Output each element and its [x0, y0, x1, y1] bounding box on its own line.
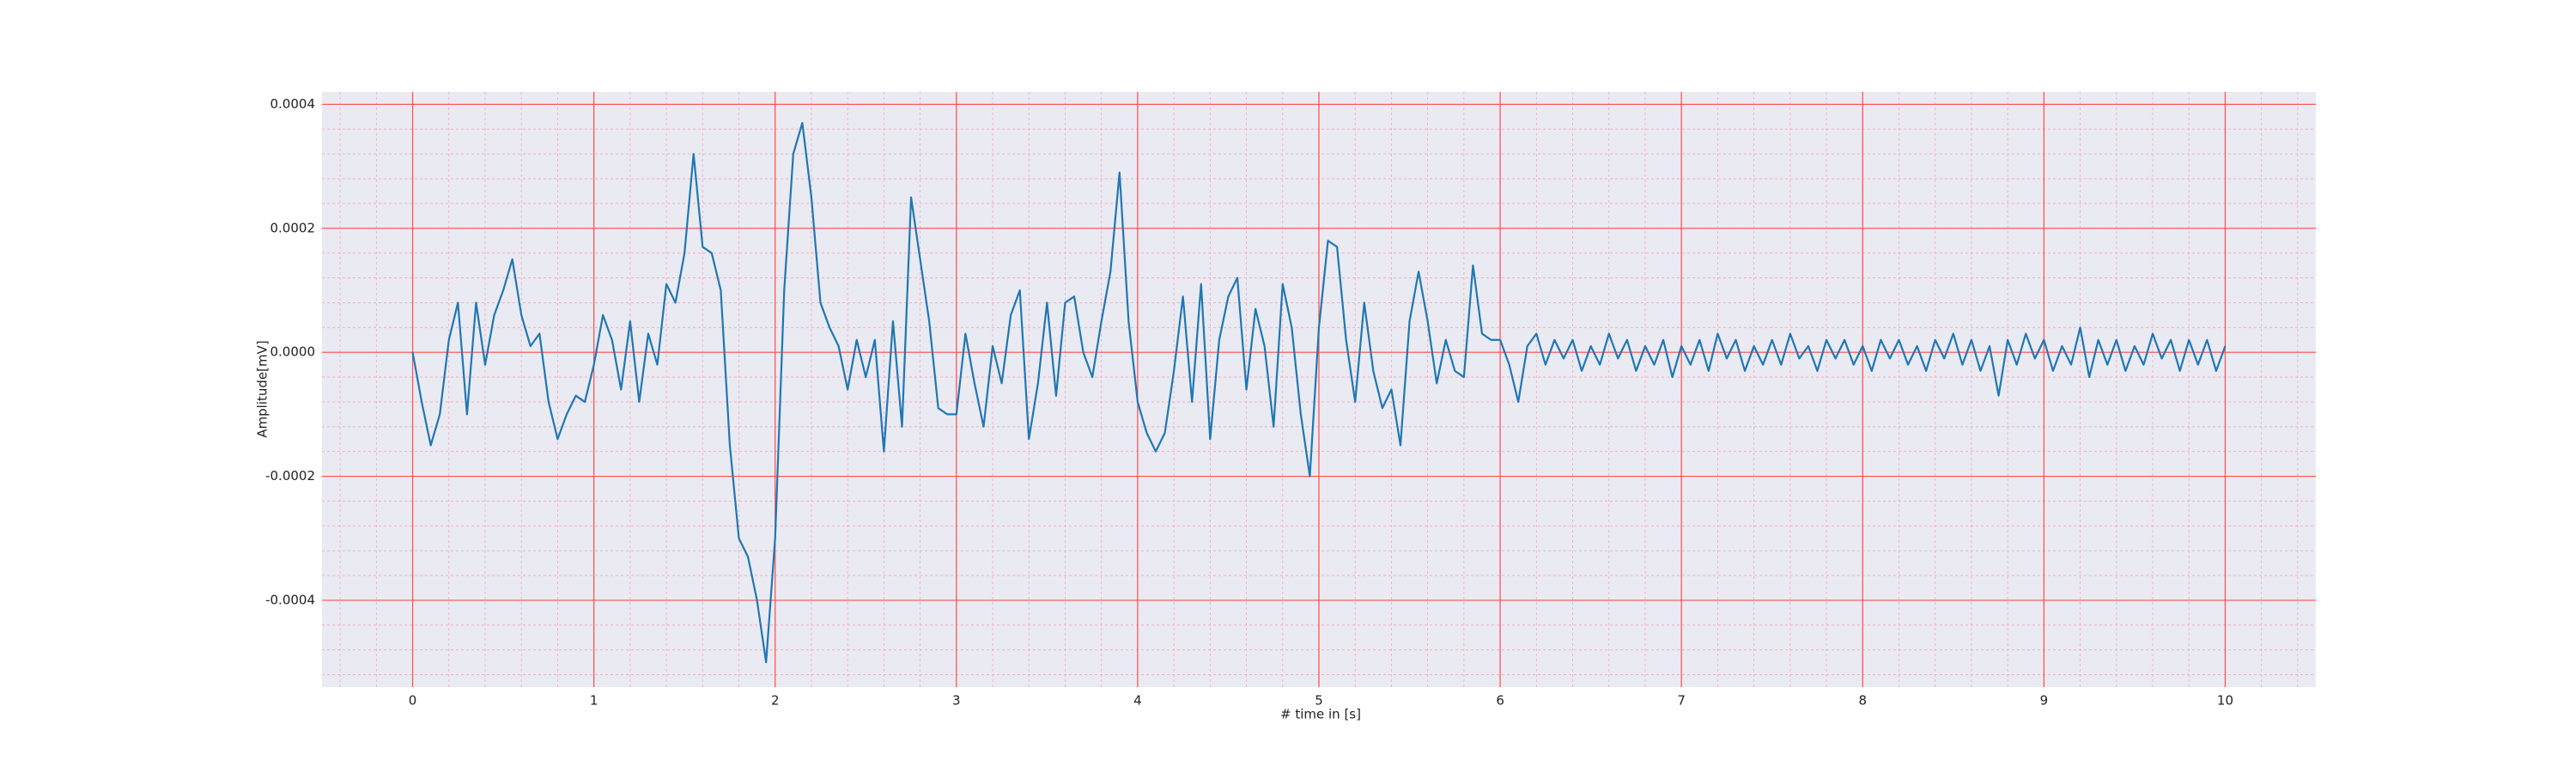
- x-tick-label: 4: [1133, 693, 1142, 709]
- y-tick-label: -0.0002: [265, 468, 315, 484]
- y-tick-label: 0.0000: [270, 344, 316, 360]
- x-tick-label: 0: [409, 693, 417, 709]
- x-tick-label: 10: [2217, 693, 2233, 709]
- signal-line: [411, 121, 2227, 664]
- x-tick-label: 6: [1496, 693, 1504, 709]
- y-tick-label: 0.0004: [270, 96, 316, 112]
- x-tick-label: 3: [952, 693, 961, 709]
- y-axis-label: Amplitude[mV]: [255, 340, 270, 437]
- x-axis-label: # time in [s]: [1280, 707, 1361, 722]
- x-tick-label: 1: [590, 693, 598, 709]
- x-tick-label: 8: [1858, 693, 1867, 709]
- x-tick-label: 7: [1677, 693, 1686, 709]
- x-tick-label: 5: [1315, 693, 1323, 709]
- x-tick-label: 2: [771, 693, 780, 709]
- x-tick-label: 9: [2040, 693, 2049, 709]
- y-tick-label: -0.0004: [265, 592, 315, 607]
- y-tick-label: 0.0002: [270, 220, 316, 235]
